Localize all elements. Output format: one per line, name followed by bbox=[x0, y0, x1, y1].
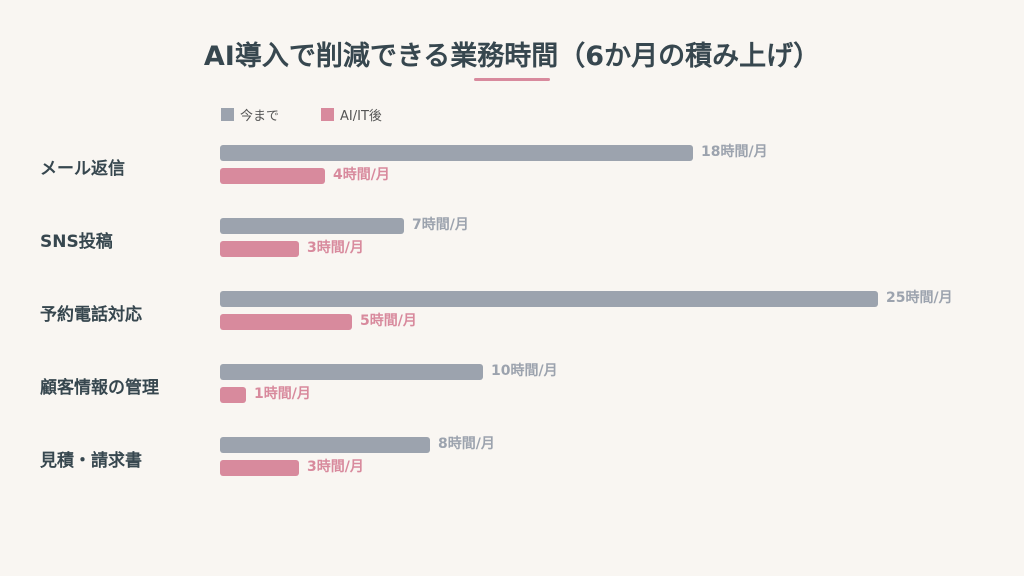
value-label-before: 10時間/月 bbox=[491, 363, 558, 379]
bar-before bbox=[220, 364, 483, 380]
bar-after bbox=[220, 387, 246, 403]
value-label-before: 7時間/月 bbox=[412, 217, 469, 233]
category-label: メール返信 bbox=[40, 159, 125, 179]
value-label-after: 1時間/月 bbox=[254, 386, 311, 402]
legend: 今まで AI/IT後 bbox=[221, 105, 424, 124]
bar-before bbox=[220, 218, 404, 234]
value-label-after: 3時間/月 bbox=[307, 240, 364, 256]
legend-swatch-before bbox=[221, 108, 234, 121]
category-label: SNS投稿 bbox=[40, 232, 113, 252]
legend-item-before: 今まで bbox=[221, 105, 279, 124]
chart-title: AI導入で削減できる業務時間（6か月の積み上げ） bbox=[203, 41, 821, 72]
bar-after bbox=[220, 241, 299, 257]
value-label-after: 4時間/月 bbox=[333, 167, 390, 183]
title-underline bbox=[474, 78, 550, 81]
legend-label-after: AI/IT後 bbox=[340, 109, 382, 124]
bar-before bbox=[220, 145, 693, 161]
category-label: 見積・請求書 bbox=[40, 451, 142, 471]
bar-after bbox=[220, 314, 352, 330]
legend-label-before: 今まで bbox=[240, 109, 280, 124]
value-label-after: 3時間/月 bbox=[307, 459, 364, 475]
category-label: 予約電話対応 bbox=[40, 305, 142, 325]
legend-swatch-after bbox=[321, 108, 335, 121]
bar-after bbox=[220, 460, 299, 476]
value-label-before: 8時間/月 bbox=[438, 436, 495, 452]
bar-after bbox=[220, 168, 325, 184]
value-label-before: 18時間/月 bbox=[701, 144, 768, 160]
bar-before bbox=[220, 437, 430, 453]
bar-before bbox=[220, 291, 878, 307]
legend-item-after: AI/IT後 bbox=[321, 105, 382, 124]
value-label-after: 5時間/月 bbox=[360, 313, 417, 329]
category-label: 顧客情報の管理 bbox=[40, 378, 159, 398]
value-label-before: 25時間/月 bbox=[886, 290, 953, 306]
